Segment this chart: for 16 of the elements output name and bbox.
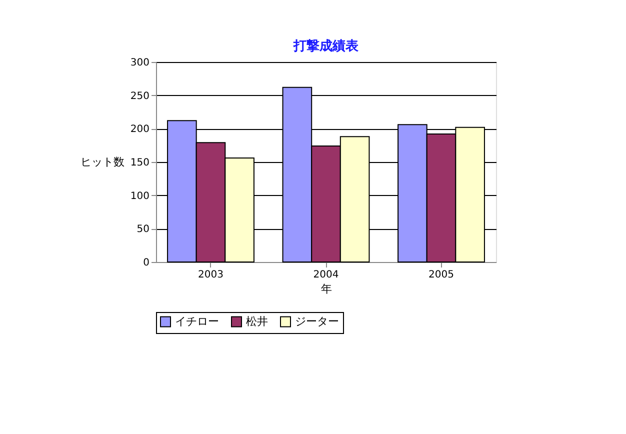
y-tick-label: 300 [130,58,150,68]
y-tick-label: 250 [130,90,150,102]
y-tick-label: 100 [130,190,150,202]
legend-label: ジーター [295,314,339,328]
chart-title: 打撃成績表 [292,38,360,54]
x-tick-label: 2005 [428,270,454,280]
y-tick-label: 200 [130,124,150,136]
y-tick-label: 150 [130,158,150,168]
legend-label: 松井 [246,314,268,328]
x-axis-title: 年 [321,282,332,296]
y-axis-title: ヒット数 [80,156,124,168]
x-tick-label: 2004 [313,270,339,280]
y-tick-label: 0 [143,258,150,268]
x-tick-label: 2003 [198,270,224,280]
y-tick-label: 50 [136,224,150,236]
legend-label: イチロー [175,314,219,328]
